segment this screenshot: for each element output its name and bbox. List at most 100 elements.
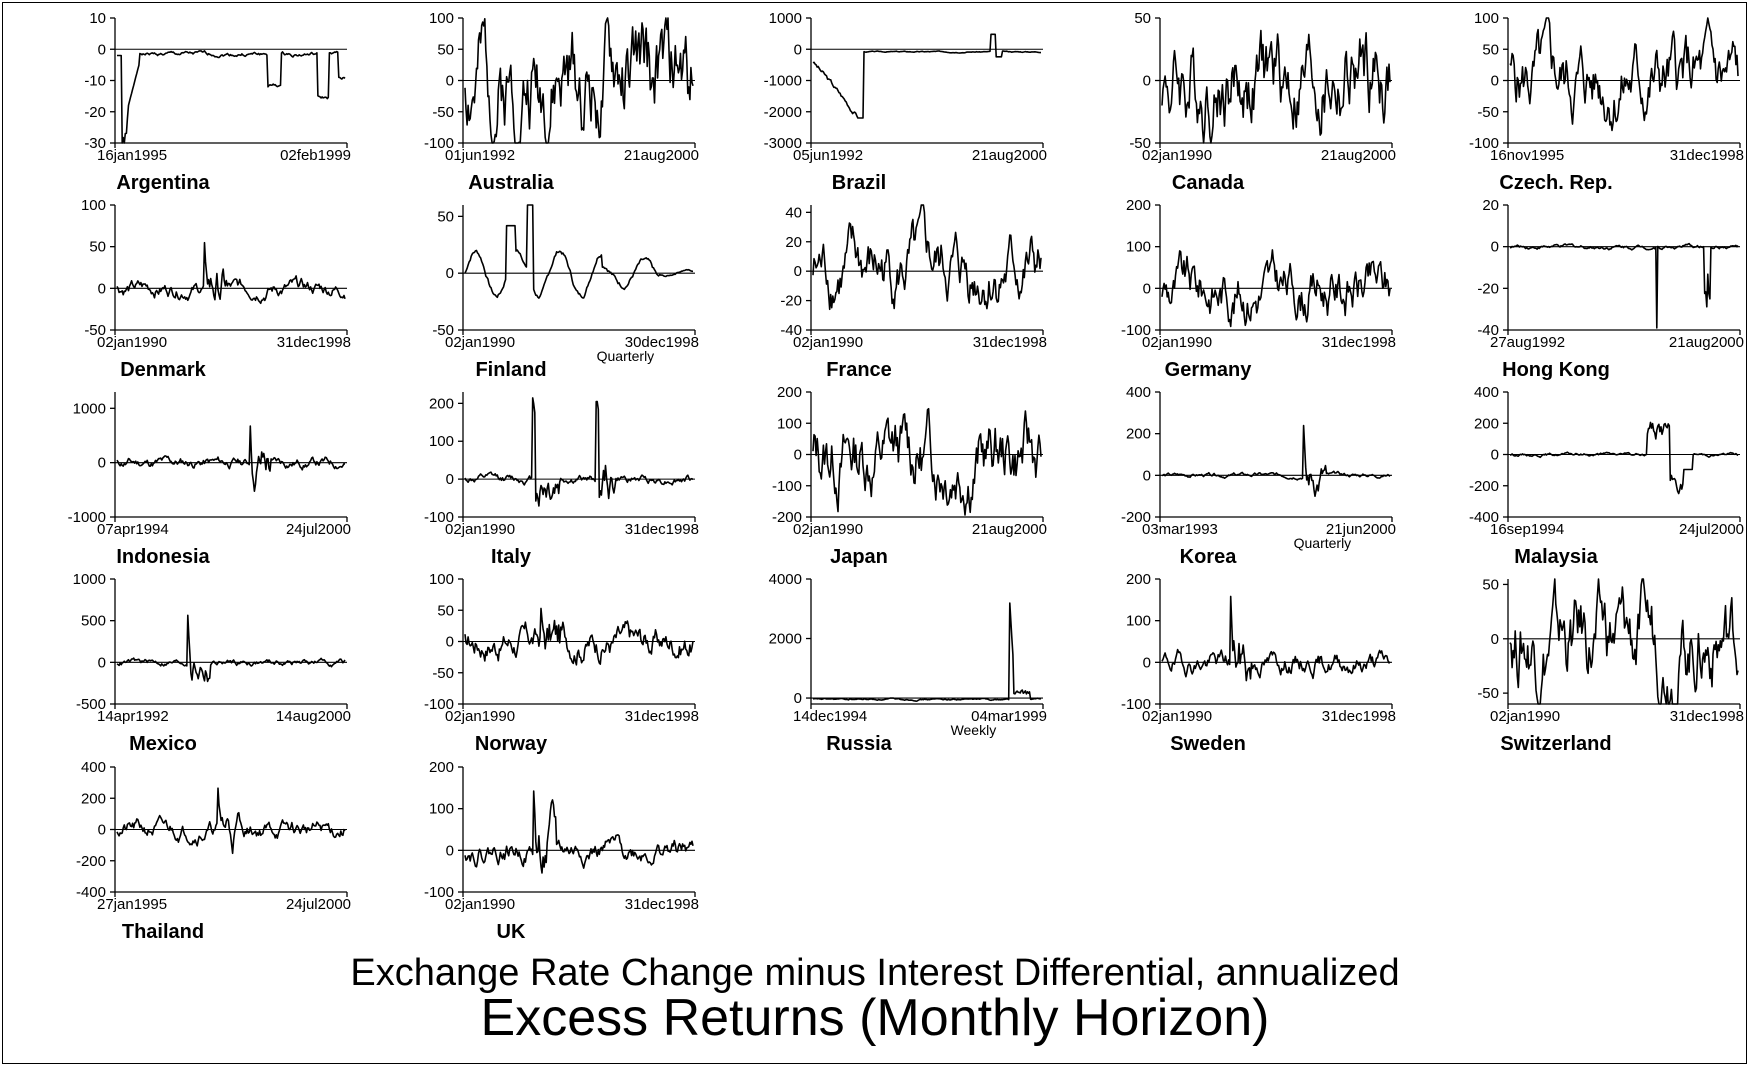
x-start-label: 07apr1994	[97, 521, 169, 538]
x-end-label: 21aug2000	[1669, 334, 1744, 351]
country-label: Korea	[1180, 546, 1238, 568]
country-label: UK	[497, 921, 526, 943]
x-start-label: 01jun1992	[445, 147, 515, 164]
x-end-label: 02feb1999	[280, 147, 351, 164]
series-line-mexico	[116, 614, 346, 683]
x-start-label: 27aug1992	[1490, 334, 1565, 351]
y-tick-label: 50	[1482, 576, 1499, 593]
y-tick-label: -2000	[764, 104, 802, 121]
x-end-label: 31dec1998	[277, 334, 351, 351]
y-tick-label: -200	[76, 853, 106, 870]
y-tick-label: 0	[446, 634, 454, 651]
y-tick-label: 400	[81, 759, 106, 776]
y-tick-label: -50	[1129, 135, 1151, 152]
series-line-switzerland	[1509, 578, 1739, 705]
country-label: France	[826, 359, 892, 381]
y-tick-label: 100	[1126, 239, 1151, 256]
y-tick-label: -1000	[764, 73, 802, 90]
y-tick-label: 0	[98, 822, 106, 839]
y-tick-label: 200	[1126, 571, 1151, 588]
y-tick-label: 200	[1126, 197, 1151, 214]
y-tick-label: 200	[429, 759, 454, 776]
series-line-italy	[464, 397, 694, 507]
y-tick-label: 0	[794, 447, 802, 464]
series-line-denmark	[116, 241, 346, 305]
series-line-russia	[812, 602, 1042, 702]
x-end-label: 21aug2000	[972, 521, 1047, 538]
x-start-label: 16jan1995	[97, 147, 167, 164]
y-tick-label: -100	[1121, 322, 1151, 339]
x-end-label: 31dec1998	[1670, 147, 1744, 164]
y-tick-label: 50	[1482, 41, 1499, 58]
x-start-label: 02jan1990	[97, 334, 167, 351]
x-end-label: 24jul2000	[286, 896, 351, 913]
y-tick-label: -500	[76, 696, 106, 713]
y-tick-label: 0	[446, 265, 454, 282]
country-label: Canada	[1172, 172, 1245, 194]
y-tick-label: 200	[777, 384, 802, 401]
x-start-label: 02jan1990	[1142, 334, 1212, 351]
country-label: Czech. Rep.	[1499, 172, 1612, 194]
series-line-malaysia	[1509, 421, 1739, 495]
y-tick-label: 20	[1482, 197, 1499, 214]
series-line-finland	[464, 204, 694, 299]
y-tick-label: -50	[1477, 685, 1499, 702]
x-start-label: 16nov1995	[1490, 147, 1564, 164]
x-end-label: 31dec1998	[625, 521, 699, 538]
country-label: Indonesia	[116, 546, 210, 568]
series-line-brazil	[812, 33, 1041, 119]
y-tick-label: -100	[424, 696, 454, 713]
y-tick-label: 200	[1474, 415, 1499, 432]
series-line-australia	[464, 17, 694, 144]
series-line-indonesia	[116, 425, 346, 492]
x-start-label: 14dec1994	[793, 708, 867, 725]
x-end-label: 31dec1998	[973, 334, 1047, 351]
y-tick-label: -20	[780, 293, 802, 310]
x-start-label: 02jan1990	[1142, 147, 1212, 164]
series-line-sweden	[1161, 595, 1391, 682]
x-end-label: 31dec1998	[1670, 708, 1744, 725]
y-tick-label: -400	[76, 884, 106, 901]
series-line-france	[812, 204, 1042, 311]
y-tick-label: -100	[424, 135, 454, 152]
series-line-norway	[464, 607, 694, 666]
y-tick-label: 0	[1491, 73, 1499, 90]
y-tick-label: 100	[1474, 10, 1499, 27]
y-tick-label: 0	[98, 654, 106, 671]
country-label: Italy	[491, 546, 532, 568]
y-tick-label: -3000	[764, 135, 802, 152]
caption-line1: Exchange Rate Change minus Interest Diff…	[350, 952, 1399, 994]
y-tick-label: -50	[432, 665, 454, 682]
country-label: Sweden	[1170, 733, 1246, 755]
y-tick-label: -40	[780, 322, 802, 339]
y-tick-label: 0	[1491, 631, 1499, 648]
chart-panel-switzerland: 50 0 -50 02jan1990 31dec1998 Switzerland	[1477, 576, 1744, 755]
y-tick-label: 200	[1126, 426, 1151, 443]
caption-line2: Excess Returns (Monthly Horizon)	[481, 989, 1270, 1047]
frequency-note: Weekly	[951, 722, 997, 738]
y-tick-label: 100	[429, 10, 454, 27]
y-tick-label: 0	[98, 455, 106, 472]
x-start-label: 02jan1990	[793, 521, 863, 538]
y-tick-label: -100	[772, 478, 802, 495]
y-tick-label: 0	[446, 842, 454, 859]
y-tick-label: 0	[1143, 73, 1151, 90]
y-tick-label: -10	[84, 73, 106, 90]
y-tick-label: -50	[84, 322, 106, 339]
y-tick-label: 0	[1491, 239, 1499, 256]
y-tick-label: -100	[1469, 135, 1499, 152]
y-tick-label: 4000	[769, 571, 802, 588]
